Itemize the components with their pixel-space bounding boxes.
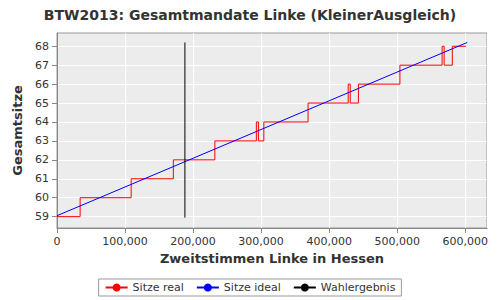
- svg-text:Sitze real: Sitze real: [133, 281, 184, 294]
- svg-text:600,000: 600,000: [442, 235, 488, 248]
- svg-text:300,000: 300,000: [238, 235, 284, 248]
- svg-text:500,000: 500,000: [374, 235, 420, 248]
- svg-text:Gesamtsitze: Gesamtsitze: [10, 85, 25, 176]
- svg-text:61: 61: [35, 172, 49, 185]
- svg-text:63: 63: [35, 134, 49, 147]
- svg-text:65: 65: [35, 97, 49, 110]
- svg-text:68: 68: [35, 40, 49, 53]
- svg-text:400,000: 400,000: [306, 235, 352, 248]
- svg-text:Wahlergebnis: Wahlergebnis: [321, 281, 396, 294]
- svg-text:200,000: 200,000: [170, 235, 216, 248]
- svg-text:66: 66: [35, 78, 49, 91]
- svg-text:64: 64: [35, 115, 49, 128]
- svg-text:BTW2013: Gesamtmandate Linke (: BTW2013: Gesamtmandate Linke (KleinerAus…: [44, 7, 456, 23]
- svg-text:Sitze ideal: Sitze ideal: [224, 281, 281, 294]
- svg-text:59: 59: [35, 210, 49, 223]
- svg-text:Zweitstimmen Linke in Hessen: Zweitstimmen Linke in Hessen: [160, 251, 384, 266]
- svg-text:0: 0: [54, 235, 61, 248]
- svg-text:60: 60: [35, 191, 49, 204]
- svg-text:100,000: 100,000: [102, 235, 147, 248]
- svg-text:67: 67: [35, 59, 49, 72]
- svg-text:62: 62: [35, 153, 49, 166]
